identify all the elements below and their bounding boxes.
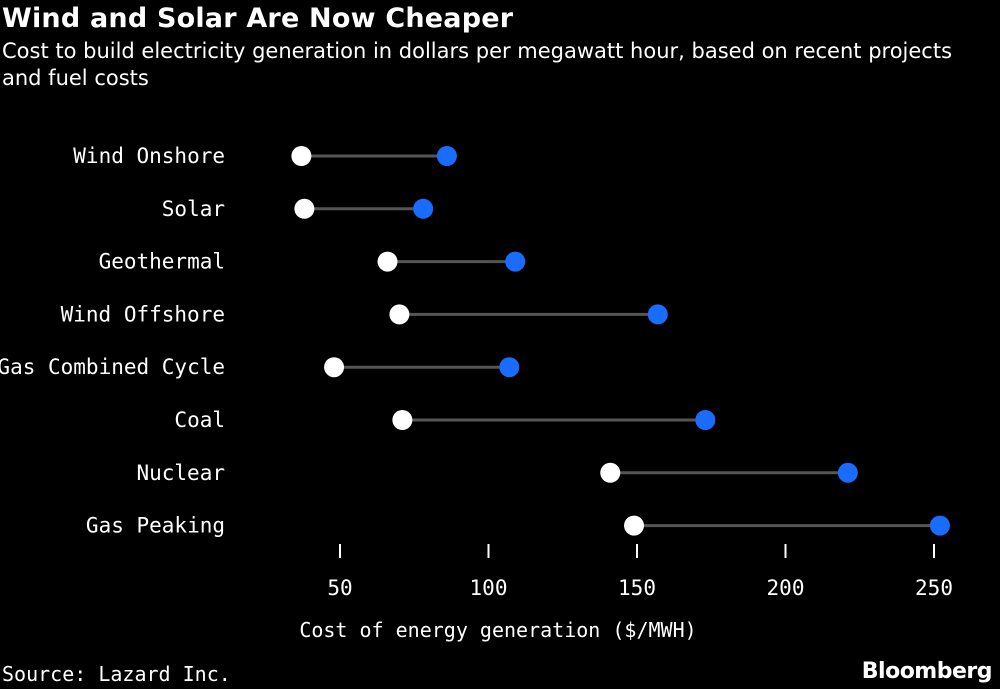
low-cost-point bbox=[377, 251, 398, 272]
low-cost-point bbox=[600, 462, 621, 483]
dumbbell-row: Gas Combined Cycle bbox=[0, 355, 520, 379]
chart-title: Wind and Solar Are Now Cheaper bbox=[2, 3, 514, 34]
dumbbell-row: Wind Onshore bbox=[73, 144, 457, 168]
x-tick-label: 200 bbox=[767, 576, 805, 600]
dumbbell-row: Coal bbox=[174, 408, 716, 432]
low-cost-point bbox=[389, 304, 410, 325]
low-cost-point bbox=[392, 410, 413, 430]
category-label: Solar bbox=[162, 197, 225, 221]
high-cost-point bbox=[929, 515, 950, 536]
x-tick-label: 100 bbox=[470, 576, 508, 600]
dumbbell-row: Nuclear bbox=[136, 461, 858, 485]
category-label: Gas Peaking bbox=[86, 514, 225, 538]
chart-rows: Wind Onshore Solar Geothermal Wind Offshore… bbox=[0, 144, 950, 538]
low-cost-point bbox=[324, 357, 345, 378]
chart-subtitle: Cost to build electricity generation in … bbox=[2, 39, 953, 90]
bloomberg-logo: Bloomberg bbox=[861, 659, 993, 684]
high-cost-point bbox=[499, 357, 520, 378]
high-cost-point bbox=[413, 198, 434, 219]
x-axis-label: Cost of energy generation ($/MWH) bbox=[299, 618, 696, 642]
x-tick-label: 50 bbox=[327, 576, 352, 600]
x-tick-label: 250 bbox=[915, 576, 953, 600]
dumbbell-row: Solar bbox=[162, 197, 434, 221]
high-cost-point bbox=[837, 462, 858, 483]
high-cost-point bbox=[647, 304, 668, 325]
category-label: Coal bbox=[174, 408, 225, 432]
high-cost-point bbox=[436, 146, 457, 166]
category-label: Geothermal bbox=[99, 250, 225, 274]
category-label: Wind Onshore bbox=[73, 144, 225, 168]
dumbbell-row: Gas Peaking bbox=[86, 514, 950, 538]
source-note: Source: Lazard Inc. bbox=[2, 662, 231, 686]
category-label: Wind Offshore bbox=[61, 302, 225, 326]
category-label: Nuclear bbox=[136, 461, 225, 485]
low-cost-point bbox=[624, 515, 645, 536]
low-cost-point bbox=[291, 146, 312, 166]
high-cost-point bbox=[505, 251, 526, 272]
dumbbell-row: Wind Offshore bbox=[61, 302, 668, 326]
x-axis: 50 100 150 200 250 bbox=[327, 544, 953, 600]
high-cost-point bbox=[695, 410, 716, 430]
x-tick-label: 150 bbox=[618, 576, 656, 600]
dumbbell-row: Geothermal bbox=[99, 250, 526, 274]
low-cost-point bbox=[294, 198, 315, 219]
category-label: Gas Combined Cycle bbox=[0, 355, 225, 379]
